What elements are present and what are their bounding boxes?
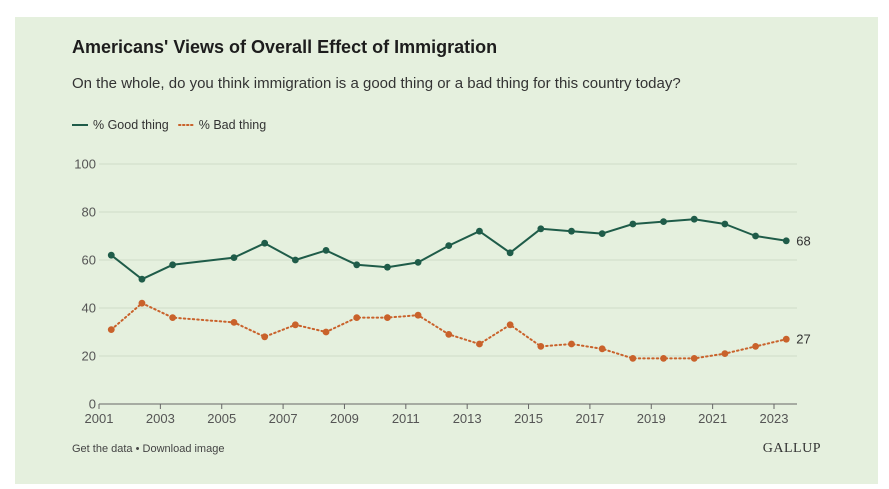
legend-item-bad: % Bad thing <box>177 118 267 132</box>
chart-panel: Americans' Views of Overall Effect of Im… <box>15 17 878 484</box>
data-point-bad-0 <box>107 326 115 333</box>
data-point-bad-16 <box>629 355 637 362</box>
legend-item-good: % Good thing <box>72 118 169 132</box>
data-point-good-14 <box>568 227 575 235</box>
x-tick-label-2017: 2017 <box>575 411 604 426</box>
data-point-bad-21 <box>782 335 790 343</box>
data-point-good-6 <box>322 247 330 254</box>
data-point-good-2 <box>169 261 177 269</box>
data-point-bad-19 <box>721 350 729 357</box>
data-point-bad-8 <box>384 314 391 321</box>
data-point-good-18 <box>690 215 698 223</box>
x-tick-label-2009: 2009 <box>330 411 359 426</box>
data-point-good-11 <box>476 227 483 235</box>
data-point-bad-6 <box>322 328 330 336</box>
data-point-good-20 <box>752 232 759 240</box>
data-point-bad-14 <box>568 340 575 348</box>
x-tick-label-2001: 2001 <box>85 411 114 426</box>
chart-title: Americans' Views of Overall Effect of Im… <box>72 37 498 57</box>
data-point-bad-9 <box>414 311 422 319</box>
x-tick-label-2021: 2021 <box>698 411 727 426</box>
y-tick-label-40: 40 <box>82 301 96 316</box>
data-point-good-15 <box>598 230 606 238</box>
x-tick-label-2015: 2015 <box>514 411 543 426</box>
series-line-good <box>110 218 787 281</box>
data-point-bad-2 <box>169 314 177 321</box>
data-point-good-16 <box>629 220 637 228</box>
y-tick-label-60: 60 <box>82 253 96 268</box>
data-point-bad-20 <box>752 343 759 350</box>
y-tick-label-20: 20 <box>82 349 96 364</box>
end-label-good: 68 <box>796 233 810 248</box>
line-chart: 0 20 40 60 80 100 2001 2003 2005 2007 2009 2011 2013… <box>74 157 810 427</box>
data-point-bad-4 <box>261 333 269 341</box>
x-tick-label-2005: 2005 <box>207 411 236 426</box>
x-tick-label-2003: 2003 <box>146 411 175 426</box>
data-point-bad-1 <box>138 299 146 307</box>
chart-subtitle: On the whole, do you think immigration i… <box>72 75 681 92</box>
x-tick-label-2007: 2007 <box>269 411 298 426</box>
data-point-good-21 <box>782 237 790 245</box>
legend-label-bad: % Bad thing <box>198 118 267 132</box>
legend-swatch-good <box>72 124 88 126</box>
data-point-good-13 <box>537 225 545 233</box>
download-image-link[interactable]: Download image <box>142 443 225 455</box>
data-point-bad-7 <box>353 314 361 321</box>
chart-legend: % Good thing % Bad thing <box>72 118 275 132</box>
data-point-good-7 <box>353 261 361 269</box>
data-point-bad-3 <box>230 319 238 326</box>
data-point-bad-11 <box>476 340 483 348</box>
data-point-bad-12 <box>506 321 514 329</box>
data-point-good-0 <box>107 251 115 259</box>
x-tick-label-2013: 2013 <box>453 411 482 426</box>
legend-swatch-bad <box>177 124 194 126</box>
y-tick-label-80: 80 <box>82 205 96 220</box>
x-tick-label-2019: 2019 <box>637 411 666 426</box>
x-tick-label-2011: 2011 <box>392 411 420 426</box>
data-point-bad-5 <box>291 321 299 329</box>
data-point-good-19 <box>721 220 729 228</box>
legend-label-good: % Good thing <box>93 118 169 132</box>
data-point-bad-10 <box>445 331 453 338</box>
end-label-bad: 27 <box>796 332 810 347</box>
data-point-good-1 <box>138 275 146 283</box>
data-point-good-3 <box>230 254 238 261</box>
data-point-bad-17 <box>660 355 667 362</box>
x-tick-label-2023: 2023 <box>760 411 789 426</box>
series-line-bad <box>110 302 788 360</box>
data-point-good-17 <box>660 218 667 226</box>
data-point-good-12 <box>506 249 514 257</box>
data-point-good-5 <box>291 256 299 264</box>
data-point-good-9 <box>414 259 422 266</box>
y-tick-label-0: 0 <box>89 397 96 412</box>
data-point-good-10 <box>445 242 453 250</box>
data-point-bad-13 <box>537 343 545 350</box>
brand-logo: GALLUP <box>762 441 821 456</box>
data-point-bad-18 <box>690 355 698 362</box>
footer-separator: • <box>132 443 143 455</box>
y-tick-label-100: 100 <box>74 157 96 172</box>
data-point-bad-15 <box>598 345 606 353</box>
data-point-good-4 <box>261 239 269 247</box>
get-data-link[interactable]: Get the data <box>72 443 133 455</box>
data-point-good-8 <box>384 263 391 271</box>
footer-links: Get the data • Download image <box>72 443 224 455</box>
